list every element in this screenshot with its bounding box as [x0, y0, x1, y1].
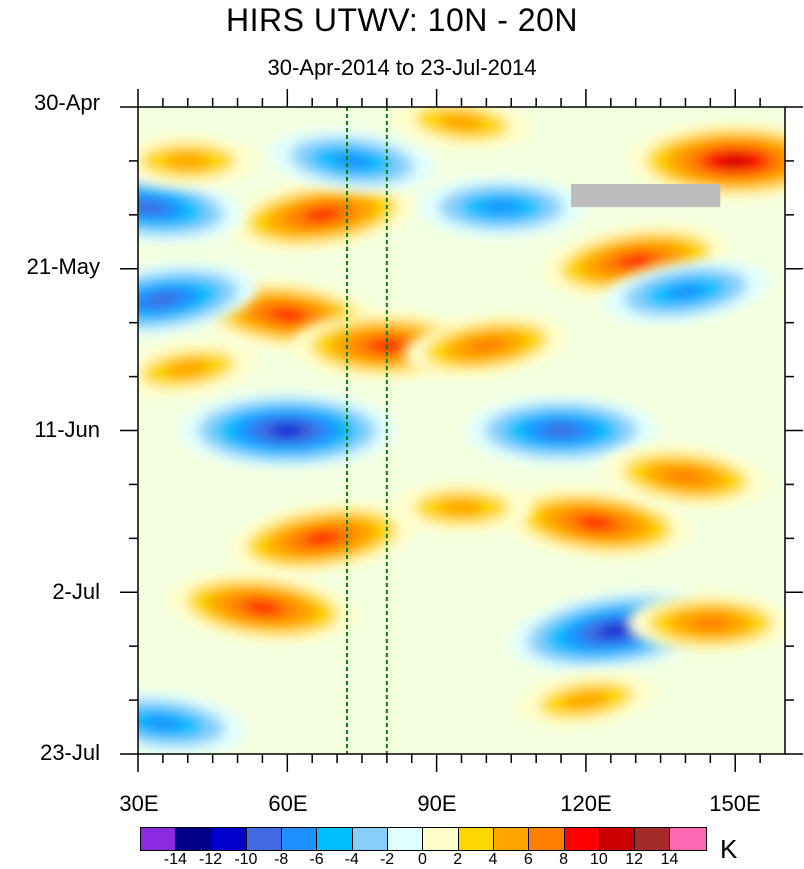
colorbar-box [211, 828, 247, 850]
y-tick-label-2: 21-May [26, 254, 100, 279]
colorbar-box [564, 828, 600, 850]
x-tick-label-3: 90E [417, 791, 457, 816]
contour-feature [466, 396, 657, 465]
contour-level [303, 207, 341, 223]
colorbar-box [388, 828, 424, 850]
y-tick-label-3: 11-Jun [34, 417, 100, 442]
colorbar [140, 827, 707, 851]
colorbar-box [282, 828, 318, 850]
missing-data-area [570, 184, 721, 208]
contour-level [269, 424, 306, 437]
colorbar-box [423, 828, 459, 850]
colorbar-box [176, 828, 212, 850]
colorbar-label: -6 [309, 851, 324, 868]
y-tick-label-5: 23-Jul [40, 740, 100, 765]
reference-lines [346, 107, 388, 754]
contour-level [144, 292, 182, 307]
colorbar-label: 14 [660, 851, 679, 868]
missing-data-rect [570, 184, 721, 208]
x-tick-label-4: 120E [560, 791, 612, 816]
contour-level [164, 152, 212, 170]
contour-feature [515, 672, 657, 728]
contour-level [465, 337, 507, 354]
x-tick-label-1: 30E [119, 791, 159, 816]
contour-level [616, 253, 655, 269]
contour-level [268, 307, 307, 323]
contour-feature [138, 341, 259, 397]
colorbar-label: -4 [344, 851, 359, 868]
colorbar-box [458, 828, 494, 850]
contour-level [562, 690, 610, 710]
colorbar-label: -10 [234, 851, 258, 868]
contour-feature [627, 593, 785, 654]
colorbar-label: 12 [625, 851, 644, 868]
contour-feature [628, 122, 785, 199]
contour-feature [180, 392, 395, 469]
colorbar-box [493, 828, 530, 850]
colorbar-label: -8 [274, 851, 289, 868]
units-label: K [720, 834, 738, 864]
contour-level [480, 199, 523, 215]
contour-feature [501, 487, 691, 559]
y-tick-label-4: 2-Jul [52, 579, 100, 604]
chart-title: HIRS UTWV: 10N - 20N [226, 2, 578, 38]
chart-subtitle: 30-Apr-2014 to 23-Jul-2014 [267, 55, 537, 80]
contour-level [243, 600, 282, 615]
contour-feature [418, 177, 585, 238]
contour-level [437, 113, 486, 132]
contour-level [576, 515, 615, 530]
contour-feature [404, 313, 569, 378]
x-tick-label-2: 60E [268, 791, 308, 816]
contour-level [542, 423, 581, 438]
contour-feature [603, 259, 768, 324]
contour-feature [602, 445, 769, 508]
contour-feature [138, 263, 258, 336]
contour-level [717, 154, 754, 168]
contour-level [689, 615, 732, 631]
contour-level [437, 498, 486, 517]
colorbar-label: 2 [453, 851, 463, 868]
colorbar-box [141, 828, 177, 850]
colorbar-box [599, 828, 636, 850]
contour-feature [167, 572, 357, 643]
contour-level [598, 624, 634, 638]
colorbar-box [317, 828, 353, 850]
contour-feature [390, 107, 533, 150]
colorbar-label: -14 [163, 851, 187, 868]
contour-level [303, 531, 341, 546]
contour-level [164, 359, 212, 379]
contour-level [664, 283, 707, 300]
contour-feature [269, 129, 435, 192]
contour-feature [138, 692, 246, 754]
contour-feature [227, 502, 417, 575]
colorbar-label: 6 [523, 851, 533, 868]
colorbar-label: 0 [417, 851, 427, 868]
y-tick-label-1: 30-Apr [33, 90, 100, 115]
colorbar-label: 8 [559, 851, 569, 868]
contour-feature [227, 178, 417, 252]
colorbar-box [529, 828, 565, 850]
x-tick-label-5: 150E [709, 791, 761, 816]
colorbar-label: 10 [589, 851, 608, 868]
colorbar-label: -2 [379, 851, 395, 868]
axis-ticks [120, 89, 803, 772]
colorbar-box [352, 828, 389, 850]
contour-feature [390, 481, 533, 534]
colorbar-label: -12 [199, 851, 223, 868]
contour-level [142, 715, 184, 731]
colorbar-box [246, 828, 283, 850]
contour-feature [138, 134, 259, 187]
contour-level [664, 468, 707, 485]
colorbar-box [670, 828, 706, 850]
contour-field [138, 107, 785, 754]
contour-level [331, 153, 373, 169]
contour-feature [138, 171, 243, 243]
colorbar-box [635, 828, 671, 850]
colorbar-label: 4 [488, 851, 498, 868]
